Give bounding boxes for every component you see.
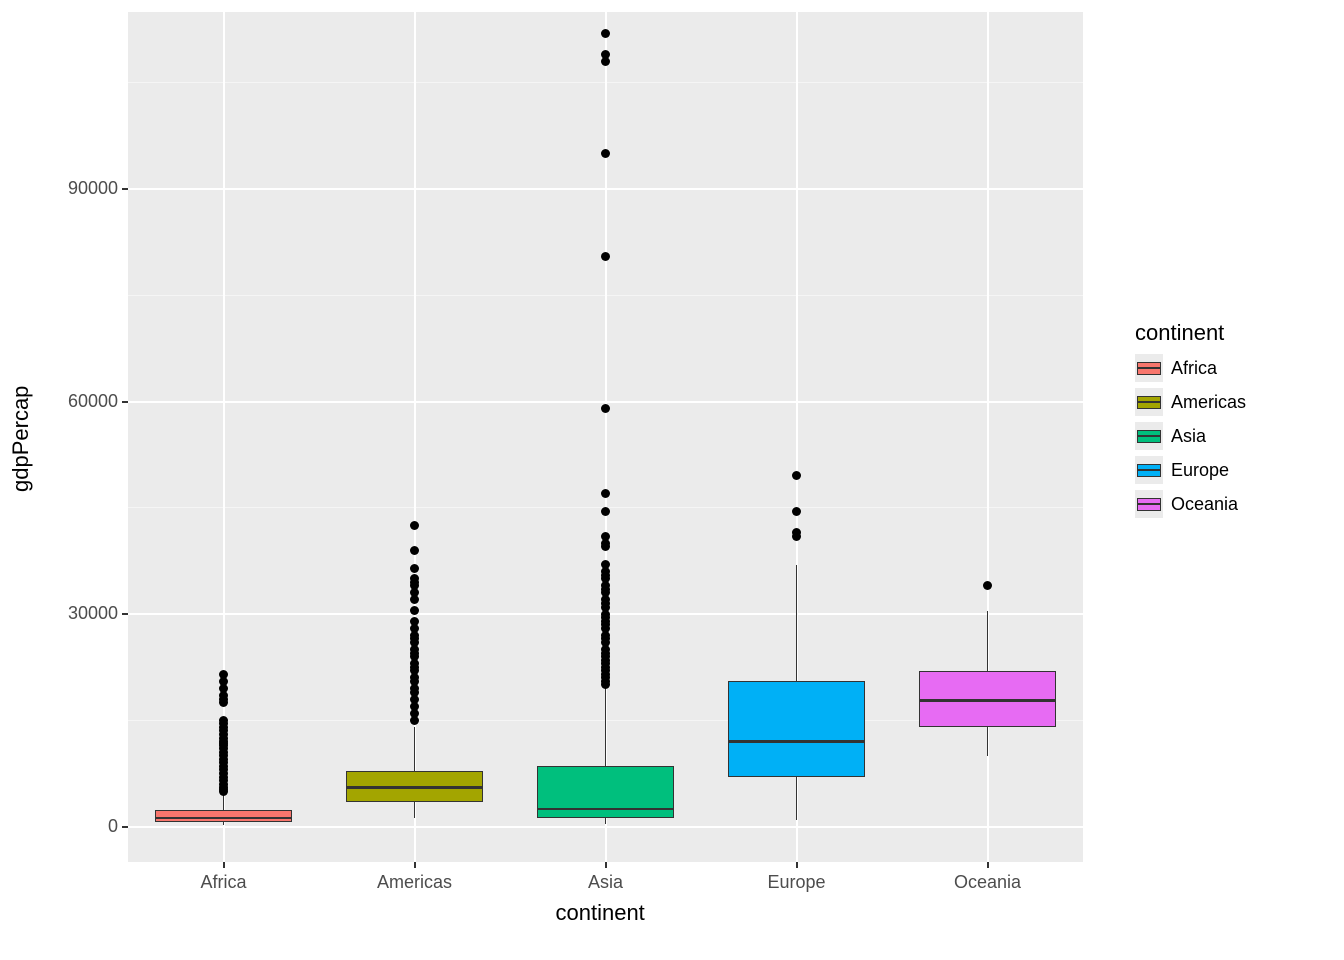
legend-swatch [1137, 362, 1161, 375]
median-line [537, 808, 675, 811]
x-tick-mark [414, 862, 416, 868]
outlier [601, 29, 610, 38]
legend-label: Europe [1171, 460, 1229, 481]
boxplot-chart: 0 30000 60000 90000 Africa Americas Asia Europe… [0, 0, 1344, 960]
box-asia [537, 766, 675, 818]
legend-swatch [1137, 396, 1161, 409]
outlier [219, 787, 228, 796]
median-line [728, 740, 866, 743]
legend-item-africa: Africa [1135, 354, 1246, 382]
y-tick-label: 60000 [68, 391, 118, 412]
whisker-high [414, 727, 416, 771]
legend: continent Africa Americas Asia Europe Oceani… [1135, 320, 1246, 524]
x-tick-mark [796, 862, 798, 868]
x-tick-label: Asia [546, 872, 666, 893]
legend-label: Asia [1171, 426, 1206, 447]
outlier [601, 252, 610, 261]
y-axis-label: gdpPercap [8, 386, 34, 492]
legend-key [1135, 490, 1163, 518]
x-tick-label: Americas [355, 872, 475, 893]
outlier [410, 546, 419, 555]
x-tick-mark [223, 862, 225, 868]
legend-swatch [1137, 464, 1161, 477]
whisker-low [223, 822, 225, 825]
box-europe [728, 681, 866, 777]
whisker-high [223, 793, 225, 809]
box-africa [155, 810, 293, 822]
outlier [792, 507, 801, 516]
median-line [919, 699, 1057, 702]
legend-item-europe: Europe [1135, 456, 1246, 484]
outlier [410, 564, 419, 573]
legend-swatch [1137, 430, 1161, 443]
legend-item-americas: Americas [1135, 388, 1246, 416]
legend-key [1135, 456, 1163, 484]
outlier [410, 606, 419, 615]
y-tick-mark [122, 826, 128, 828]
whisker-low [414, 802, 416, 818]
legend-title: continent [1135, 320, 1246, 346]
outlier [792, 532, 801, 541]
legend-key [1135, 354, 1163, 382]
x-tick-label: Europe [737, 872, 857, 893]
whisker-low [605, 818, 607, 824]
y-tick-mark [122, 188, 128, 190]
legend-label: Africa [1171, 358, 1217, 379]
y-tick-mark [122, 401, 128, 403]
y-tick-label: 30000 [68, 603, 118, 624]
legend-label: Oceania [1171, 494, 1238, 515]
outlier [601, 507, 610, 516]
x-tick-label: Africa [164, 872, 284, 893]
y-tick-label: 0 [108, 816, 118, 837]
legend-swatch [1137, 498, 1161, 511]
x-tick-mark [605, 862, 607, 868]
median-line [346, 786, 484, 789]
legend-item-oceania: Oceania [1135, 490, 1246, 518]
x-tick-label: Oceania [928, 872, 1048, 893]
legend-item-asia: Asia [1135, 422, 1246, 450]
whisker-high [605, 688, 607, 766]
whisker-high [987, 611, 989, 671]
whisker-low [987, 727, 989, 755]
legend-key [1135, 422, 1163, 450]
x-tick-mark [987, 862, 989, 868]
legend-key [1135, 388, 1163, 416]
legend-label: Americas [1171, 392, 1246, 413]
outlier [410, 716, 419, 725]
y-tick-mark [122, 613, 128, 615]
x-axis-label: continent [556, 900, 645, 926]
outlier [601, 57, 610, 66]
whisker-low [796, 777, 798, 820]
whisker-high [796, 565, 798, 682]
y-tick-label: 90000 [68, 178, 118, 199]
median-line [155, 817, 293, 820]
outlier [410, 521, 419, 530]
